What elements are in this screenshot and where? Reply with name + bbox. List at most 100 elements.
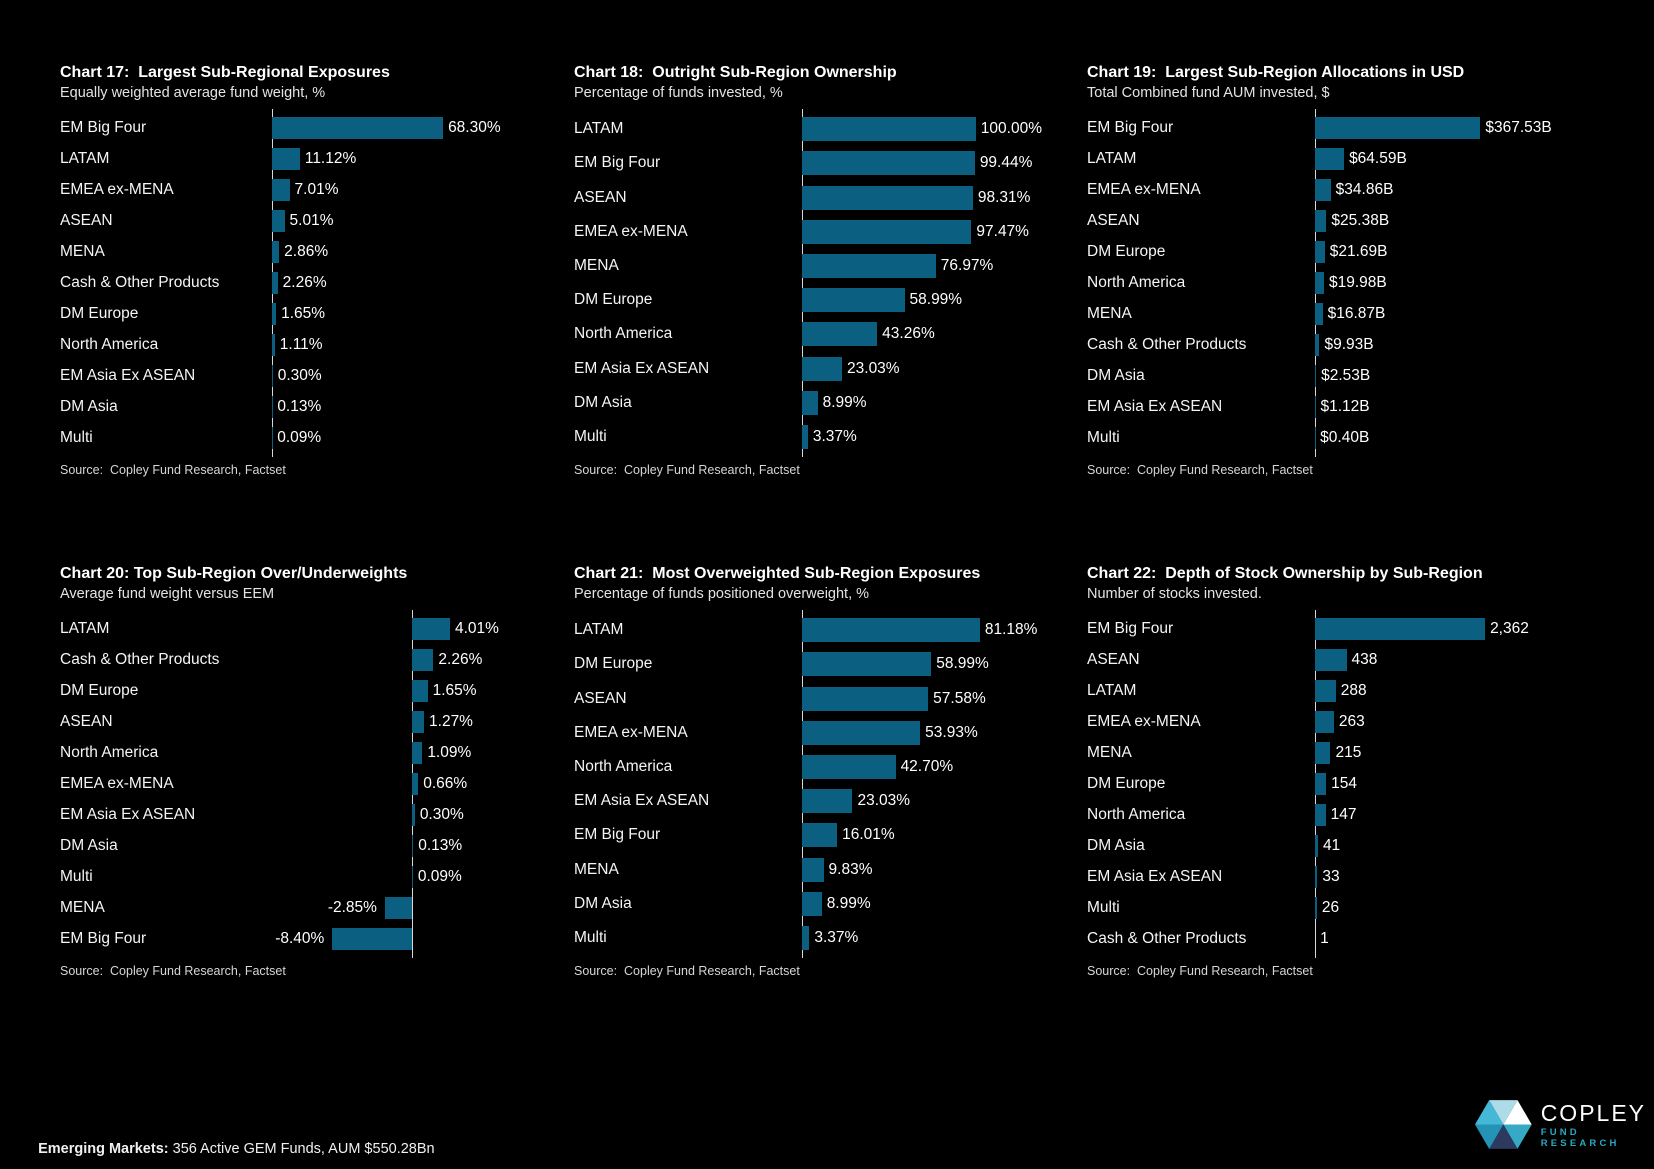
bar-cell: 1.11% [272, 330, 540, 361]
bar-row: ASEAN 438 [1087, 644, 1567, 675]
value-label: 0.66% [423, 775, 468, 793]
bar [1315, 741, 1331, 764]
chart-subtitle: Average fund weight versus EEM [60, 586, 275, 602]
axis-baseline [802, 109, 803, 457]
value-label: $34.86B [1335, 180, 1394, 198]
bar-cell: 7.01% [272, 174, 540, 205]
chart-plot: LATAM 100.00% EM Big Four 99.44% ASEAN 98.31%… [574, 109, 1054, 457]
chart-subtitle: Percentage of funds invested, % [574, 85, 783, 101]
bar-cell: 97.47% [802, 215, 1054, 249]
bar [1315, 710, 1334, 733]
value-label: 0.30% [277, 367, 322, 385]
category-label: North America [1087, 806, 1186, 824]
bar [1315, 835, 1318, 858]
bar [1315, 209, 1327, 232]
bar-row: DM Europe 58.99% [574, 647, 1054, 681]
bar-row: Multi 0.09% [60, 862, 540, 893]
value-label: 0.30% [419, 806, 464, 824]
bar-cell: $2.53B [1315, 361, 1567, 392]
bar-cell: 2.26% [265, 644, 540, 675]
footer-text: 356 Active GEM Funds, AUM $550.28Bn [168, 1141, 435, 1157]
bar [272, 116, 444, 139]
bar [411, 773, 419, 796]
category-label: North America [60, 336, 159, 354]
bar-row: DM Europe 1.65% [60, 675, 540, 706]
value-label: $1.12B [1320, 398, 1370, 416]
chart-source: Source: Copley Fund Research, Factset [574, 964, 800, 978]
bar [802, 151, 975, 176]
bar-cell: $34.86B [1315, 174, 1567, 205]
bar [1315, 116, 1481, 139]
category-label: DM Asia [574, 393, 632, 411]
bar-cell: 2,362 [1315, 613, 1567, 644]
bar [411, 835, 414, 858]
bar-cell: $16.87B [1315, 299, 1567, 330]
bar-cell: -8.40% [265, 924, 540, 955]
value-label: 68.30% [448, 118, 501, 136]
category-label: LATAM [60, 149, 110, 167]
bar [802, 823, 838, 848]
category-label: EM Big Four [574, 154, 661, 172]
bar-row: EM Big Four 99.44% [574, 146, 1054, 180]
value-label: 288 [1340, 681, 1367, 699]
bar-cell: $19.98B [1315, 267, 1567, 298]
bar [332, 928, 412, 951]
value-label: 100.00% [980, 120, 1042, 138]
bar-row: EMEA ex-MENA 97.47% [574, 215, 1054, 249]
bar [802, 891, 822, 916]
category-label: EM Asia Ex ASEAN [574, 792, 710, 810]
logo-triangle [1489, 1124, 1518, 1149]
bar-cell: -2.85% [265, 893, 540, 924]
bar [802, 288, 905, 313]
bar-cell: $21.69B [1315, 236, 1567, 267]
bar-cell: 147 [1315, 800, 1567, 831]
chart-title: Chart 19: Largest Sub-Region Allocations… [1087, 64, 1465, 81]
bar-cell: 33 [1315, 862, 1567, 893]
bar-row: Cash & Other Products $9.93B [1087, 330, 1567, 361]
bar-cell: 57.58% [802, 681, 1054, 715]
bar-row: ASEAN 1.27% [60, 706, 540, 737]
bar-cell: 9.83% [802, 852, 1054, 886]
bar-row: EM Big Four $367.53B [1087, 112, 1567, 143]
bar-row: EM Big Four 68.30% [60, 112, 540, 143]
value-label: 2.26% [438, 650, 483, 668]
chart-source: Source: Copley Fund Research, Factset [1087, 463, 1313, 477]
category-label: MENA [574, 860, 619, 878]
bar-cell: 53.93% [802, 716, 1054, 750]
value-label: 23.03% [857, 792, 911, 810]
value-label: 1.27% [429, 712, 473, 730]
value-label: 42.70% [900, 757, 954, 775]
bar-cell: 0.30% [265, 800, 540, 831]
category-label: EM Asia Ex ASEAN [60, 367, 196, 385]
bar [1315, 272, 1324, 295]
bar-row: Cash & Other Products 1 [1087, 924, 1567, 955]
bar-cell: 154 [1315, 768, 1567, 799]
bar-cell: 58.99% [802, 283, 1054, 317]
chart-title: Chart 21: Most Overweighted Sub-Region E… [574, 565, 981, 582]
category-label: North America [574, 325, 673, 343]
chart-plot: EM Big Four $367.53B LATAM $64.59B EMEA ex-M… [1087, 109, 1567, 457]
bar-cell: 58.99% [802, 647, 1054, 681]
bar-cell: 438 [1315, 644, 1567, 675]
category-label: LATAM [574, 621, 624, 639]
value-label: 3.37% [814, 928, 859, 946]
bar-cell: $367.53B [1315, 112, 1567, 143]
chart-20: Chart 20: Top Sub-Region Over/Underweigh… [60, 563, 540, 978]
value-label: 2.26% [282, 274, 327, 292]
category-label: DM Europe [574, 655, 653, 673]
category-label: Multi [1087, 429, 1120, 447]
bar [411, 710, 424, 733]
category-label: ASEAN [574, 188, 627, 206]
chart-source: Source: Copley Fund Research, Factset [574, 463, 800, 477]
value-label: 11.12% [304, 149, 357, 167]
bar [272, 303, 277, 326]
category-label: EMEA ex-MENA [574, 723, 688, 741]
bar-cell: 288 [1315, 675, 1567, 706]
bar [802, 686, 929, 711]
value-label: 58.99% [909, 291, 963, 309]
chart-plot: LATAM 4.01% Cash & Other Products 2.26% DM E… [60, 610, 540, 958]
bar-row: MENA 9.83% [574, 852, 1054, 886]
bar [411, 804, 415, 827]
category-label: ASEAN [1087, 650, 1140, 668]
bar-cell: 1 [1315, 924, 1567, 955]
